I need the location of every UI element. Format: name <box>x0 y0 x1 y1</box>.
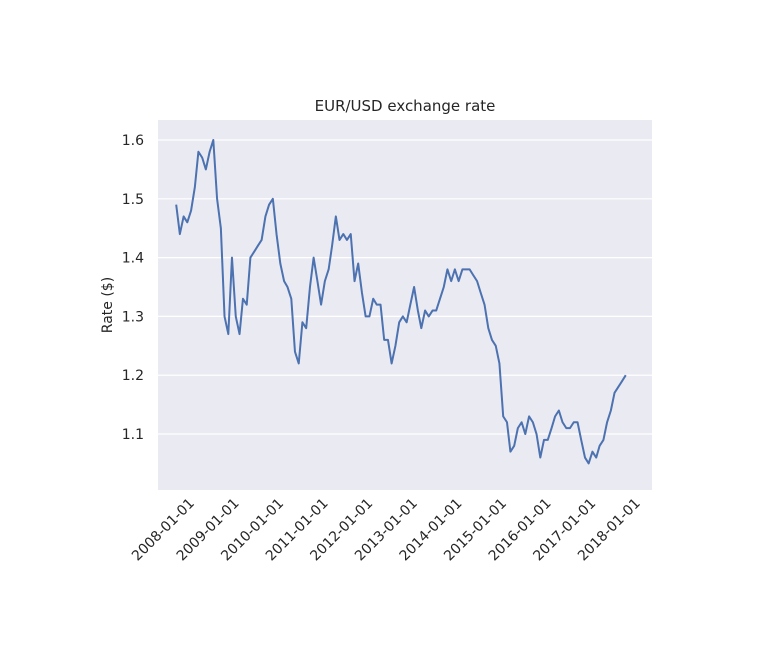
y-tick-label: 1.5 <box>122 192 144 208</box>
data-line <box>175 138 627 465</box>
y-axis-label: Rate ($) <box>100 277 116 333</box>
y-tick-label: 1.1 <box>122 427 144 443</box>
chart-title: EUR/USD exchange rate <box>315 97 496 115</box>
y-tick-label: 1.4 <box>122 251 144 267</box>
y-tick-label: 1.3 <box>122 309 144 325</box>
y-tick-label: 1.6 <box>122 133 144 149</box>
y-tick-label: 1.2 <box>122 368 144 384</box>
